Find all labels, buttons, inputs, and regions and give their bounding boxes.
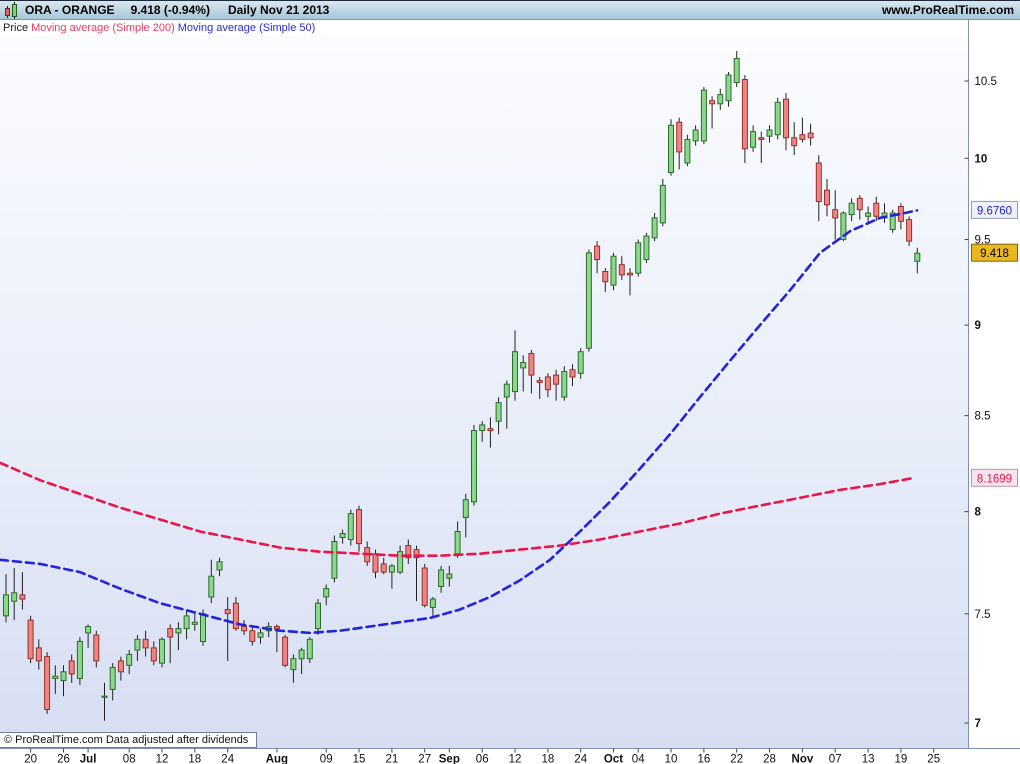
- svg-text:21: 21: [386, 754, 399, 764]
- svg-text:28: 28: [763, 754, 776, 764]
- svg-text:Nov: Nov: [792, 754, 814, 764]
- svg-text:18: 18: [542, 754, 555, 764]
- svg-text:20: 20: [24, 754, 37, 764]
- legend-ma50-label[interactable]: Moving average (Simple 50): [177, 21, 316, 34]
- svg-text:Oct: Oct: [604, 754, 623, 764]
- svg-text:19: 19: [895, 754, 908, 764]
- legend-price-label[interactable]: Price: [3, 21, 29, 34]
- svg-text:Aug: Aug: [266, 754, 288, 764]
- symbol-title: ORA - ORANGE: [25, 3, 115, 17]
- svg-text:9: 9: [975, 320, 981, 332]
- plot-background: [0, 35, 968, 748]
- svg-text:24: 24: [221, 754, 234, 764]
- time-axis: 20 26 Jul 08 12 18 24 Aug 09 15 21 27 Sep 06 12 18 24 Oct…: [0, 748, 1020, 764]
- svg-text:9.5: 9.5: [975, 235, 991, 247]
- svg-text:25: 25: [927, 754, 940, 764]
- price-marker-ma50: 9.6760: [971, 200, 1018, 219]
- svg-text:7: 7: [975, 718, 981, 730]
- svg-text:8: 8: [975, 507, 982, 519]
- svg-text:Jul: Jul: [80, 754, 97, 764]
- svg-text:09: 09: [320, 754, 333, 764]
- copyright-note: © ProRealTime.com Data adjusted after di…: [0, 732, 258, 748]
- svg-text:26: 26: [57, 754, 70, 764]
- svg-text:7.5: 7.5: [975, 609, 991, 621]
- title-bar: ORA - ORANGE 9.418 (-0.94%) Daily Nov 21…: [0, 0, 1020, 20]
- svg-text:15: 15: [353, 754, 366, 764]
- svg-text:12: 12: [509, 754, 522, 764]
- svg-text:Sep: Sep: [439, 754, 460, 764]
- candles-layer: [3, 51, 921, 721]
- price-axis: 10.5 10 9.5 9 8.5 8 7.5 7: [964, 20, 997, 749]
- svg-text:24: 24: [574, 754, 587, 764]
- legend-ma200-label[interactable]: Moving average (Simple 200): [31, 21, 175, 34]
- svg-text:08: 08: [123, 754, 136, 764]
- svg-text:16: 16: [698, 754, 711, 764]
- svg-text:9.6760: 9.6760: [977, 205, 1012, 217]
- candlestick-icon: [4, 2, 19, 19]
- last-price-change: 9.418 (-0.94%): [130, 3, 210, 17]
- timeframe-date: Daily Nov 21 2013: [227, 3, 330, 17]
- ma200-line: [0, 461, 914, 558]
- svg-text:10: 10: [665, 754, 678, 764]
- svg-text:13: 13: [862, 754, 875, 764]
- svg-text:10: 10: [975, 153, 988, 165]
- price-marker-last: 9.418: [971, 243, 1018, 262]
- svg-text:9.418: 9.418: [980, 248, 1009, 260]
- svg-text:22: 22: [730, 754, 743, 764]
- svg-text:8.5: 8.5: [975, 411, 991, 423]
- svg-text:06: 06: [476, 754, 489, 764]
- svg-text:12: 12: [156, 754, 169, 764]
- svg-text:18: 18: [188, 754, 201, 764]
- svg-text:27: 27: [418, 754, 431, 764]
- svg-text:10.5: 10.5: [975, 76, 997, 88]
- ma50-line: [0, 209, 919, 635]
- svg-text:8.1699: 8.1699: [977, 473, 1012, 485]
- website-link[interactable]: www.ProRealTime.com: [881, 3, 1014, 17]
- price-marker-ma200: 8.1699: [971, 468, 1018, 487]
- svg-text:04: 04: [632, 754, 645, 764]
- svg-text:07: 07: [829, 754, 842, 764]
- indicator-legend: Price Moving average (Simple 200) Moving…: [0, 20, 966, 35]
